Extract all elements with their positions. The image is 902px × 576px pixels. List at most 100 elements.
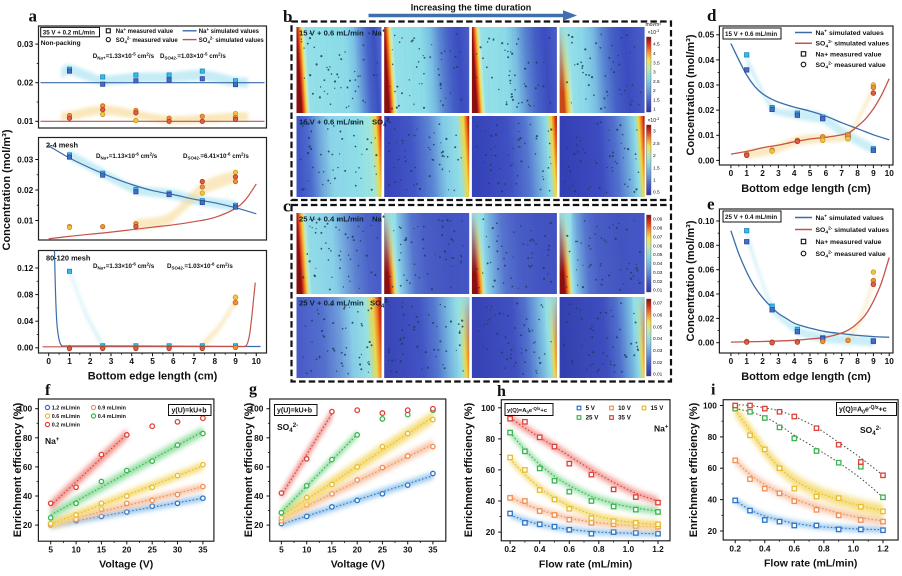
svg-text:15 V + 0.6 mL/min: 15 V + 0.6 mL/min xyxy=(299,29,364,38)
svg-text:0: 0 xyxy=(46,356,51,366)
svg-text:Na+: Na+ xyxy=(372,215,385,224)
svg-text:30: 30 xyxy=(173,545,183,555)
svg-text:0.05: 0.05 xyxy=(653,324,663,330)
svg-text:0.12: 0.12 xyxy=(17,263,34,273)
svg-text:0.07: 0.07 xyxy=(653,234,663,240)
svg-text:0.01: 0.01 xyxy=(17,215,34,225)
svg-text:1: 1 xyxy=(653,107,656,113)
svg-text:SO42-: SO42- xyxy=(370,299,389,310)
svg-text:0.05: 0.05 xyxy=(653,252,663,258)
svg-text:0.2: 0.2 xyxy=(504,544,516,554)
svg-text:15 V + 0.6 mL/min: 15 V + 0.6 mL/min xyxy=(725,31,777,38)
svg-text:d: d xyxy=(707,6,717,25)
svg-text:80: 80 xyxy=(486,434,496,444)
svg-text:5 V: 5 V xyxy=(586,405,596,412)
svg-text:80: 80 xyxy=(23,433,33,443)
svg-text:3: 3 xyxy=(653,70,656,76)
svg-text:35 V + 0.2 mL/min: 35 V + 0.2 mL/min xyxy=(43,30,95,37)
svg-text:e: e xyxy=(707,195,715,214)
svg-text:0.00: 0.00 xyxy=(17,343,34,353)
svg-text:0.02: 0.02 xyxy=(698,313,715,323)
svg-text:DNa+=1.33×10-6 cm2/s: DNa+=1.33×10-6 cm2/s xyxy=(93,262,155,271)
svg-text:2: 2 xyxy=(653,88,656,94)
svg-text:4: 4 xyxy=(792,168,797,178)
svg-text:25 V + 0.4 mL/min: 25 V + 0.4 mL/min xyxy=(299,299,364,308)
svg-text:80: 80 xyxy=(254,433,264,443)
svg-text:3: 3 xyxy=(109,356,114,366)
svg-text:25: 25 xyxy=(148,545,158,555)
svg-text:y(U)=kU+b: y(U)=kU+b xyxy=(277,408,312,415)
svg-text:0.5: 0.5 xyxy=(653,190,660,196)
svg-text:5: 5 xyxy=(150,356,155,366)
svg-text:SO42- measured value: SO42- measured value xyxy=(816,249,886,259)
svg-text:25 V + 0.4 mL/min: 25 V + 0.4 mL/min xyxy=(299,215,364,224)
svg-text:SO42-: SO42- xyxy=(277,422,298,434)
svg-text:DSO42-=1.03×10-5 cm2/s: DSO42-=1.03×10-5 cm2/s xyxy=(160,52,226,61)
svg-text:0.02: 0.02 xyxy=(653,279,663,285)
svg-text:Enrichment efficiency (%): Enrichment efficiency (%) xyxy=(463,402,475,537)
svg-text:20: 20 xyxy=(708,526,718,536)
svg-text:7: 7 xyxy=(839,168,844,178)
svg-text:0.01: 0.01 xyxy=(653,372,663,378)
svg-text:100: 100 xyxy=(481,403,495,413)
svg-text:0: 0 xyxy=(729,168,734,178)
svg-text:4: 4 xyxy=(792,356,797,366)
svg-text:9: 9 xyxy=(871,168,876,178)
svg-text:40: 40 xyxy=(486,496,496,506)
svg-text:20: 20 xyxy=(122,545,132,555)
svg-text:y(U)=kU+b: y(U)=kU+b xyxy=(172,407,207,414)
svg-text:Na+ simulated values: Na+ simulated values xyxy=(816,29,884,37)
svg-text:0.07: 0.07 xyxy=(653,301,663,307)
svg-text:0.02: 0.02 xyxy=(17,78,34,88)
svg-text:1: 1 xyxy=(653,178,656,184)
svg-text:a: a xyxy=(29,7,38,26)
svg-text:60: 60 xyxy=(254,462,264,472)
svg-text:35: 35 xyxy=(198,545,208,555)
svg-text:0.8: 0.8 xyxy=(818,543,830,553)
svg-text:100: 100 xyxy=(18,404,32,414)
svg-text:1.2: 1.2 xyxy=(652,544,664,554)
svg-text:DNa+=1.33×10-5 cm2/s: DNa+=1.33×10-5 cm2/s xyxy=(93,52,155,61)
svg-text:0.00: 0.00 xyxy=(698,155,715,165)
svg-text:2: 2 xyxy=(760,356,765,366)
svg-text:Na+ simulated values: Na+ simulated values xyxy=(199,27,260,35)
svg-text:10: 10 xyxy=(302,545,312,555)
svg-text:8: 8 xyxy=(855,168,860,178)
svg-text:0.02: 0.02 xyxy=(653,360,663,366)
svg-text:100: 100 xyxy=(703,401,717,411)
svg-text:Enrichment efficiency (%): Enrichment efficiency (%) xyxy=(243,402,255,537)
svg-text:8: 8 xyxy=(212,356,217,366)
svg-text:0.04: 0.04 xyxy=(698,289,715,299)
svg-text:15: 15 xyxy=(97,545,107,555)
svg-text:80: 80 xyxy=(708,432,718,442)
svg-text:9: 9 xyxy=(871,356,876,366)
svg-text:10 V: 10 V xyxy=(618,405,632,412)
svg-text:2.5: 2.5 xyxy=(653,141,660,147)
svg-text:Na+: Na+ xyxy=(654,423,669,433)
svg-text:0: 0 xyxy=(729,356,734,366)
svg-text:8: 8 xyxy=(855,356,860,366)
svg-text:0.02: 0.02 xyxy=(17,185,34,195)
svg-text:SO42- measured value: SO42- measured value xyxy=(116,36,179,45)
svg-text:mol/m³: mol/m³ xyxy=(646,22,662,28)
svg-text:Non-packing: Non-packing xyxy=(41,40,81,47)
svg-text:1: 1 xyxy=(67,356,72,366)
svg-text:100: 100 xyxy=(250,404,264,414)
svg-text:6: 6 xyxy=(824,356,829,366)
svg-text:×10-3: ×10-3 xyxy=(648,117,660,124)
svg-text:Flow rate (mL/min): Flow rate (mL/min) xyxy=(539,558,632,570)
svg-text:Na+ measured value: Na+ measured value xyxy=(116,27,174,35)
svg-text:SO42- simulated values: SO42- simulated values xyxy=(816,39,890,49)
svg-text:10: 10 xyxy=(885,356,895,366)
svg-text:15 V + 0.6 mL/min: 15 V + 0.6 mL/min xyxy=(299,118,364,127)
svg-text:0.04: 0.04 xyxy=(17,316,34,326)
svg-text:0.06: 0.06 xyxy=(653,313,663,319)
svg-text:5: 5 xyxy=(808,356,813,366)
svg-text:5: 5 xyxy=(279,545,284,555)
svg-text:0.6: 0.6 xyxy=(789,543,801,553)
svg-text:b: b xyxy=(283,7,292,26)
svg-text:7: 7 xyxy=(192,356,197,366)
svg-text:Na+ measured value: Na+ measured value xyxy=(816,51,882,58)
svg-text:Concentration (mol/m³): Concentration (mol/m³) xyxy=(685,220,697,341)
svg-text:4: 4 xyxy=(129,356,134,366)
